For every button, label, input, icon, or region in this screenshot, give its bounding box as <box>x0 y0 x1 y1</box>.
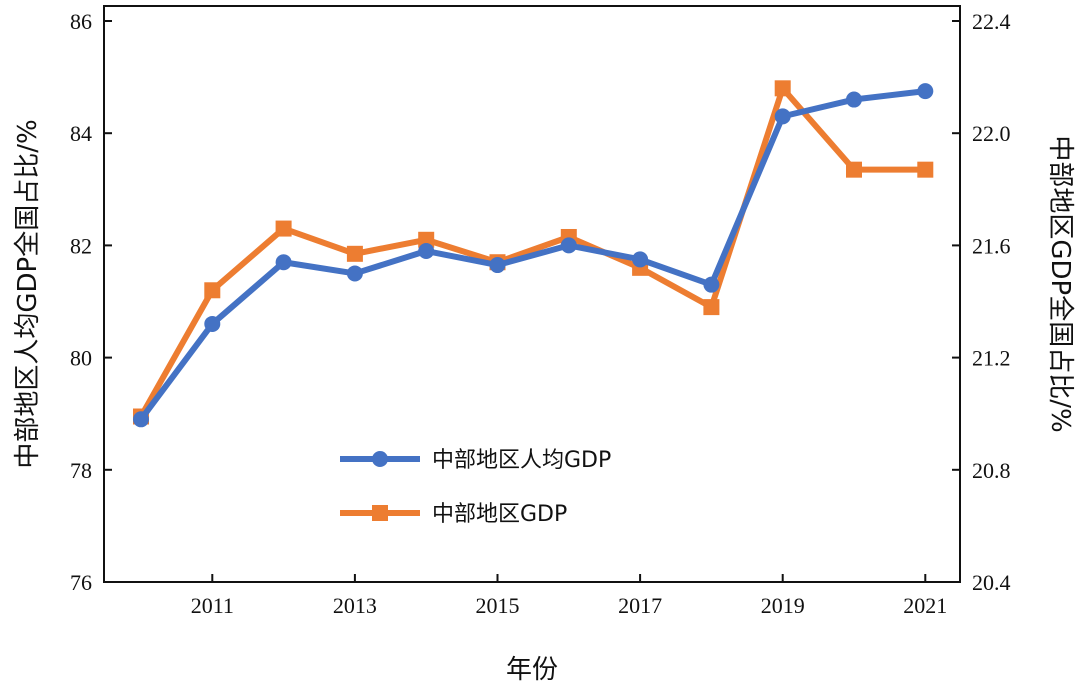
data-point-per-capita <box>133 411 149 428</box>
data-point-gdp <box>774 80 791 97</box>
legend-marker-square <box>372 505 388 521</box>
data-point-gdp <box>917 161 934 178</box>
y-tick-label-left: 78 <box>70 458 92 483</box>
data-point-gdp <box>204 282 221 299</box>
data-point-per-capita <box>204 315 221 332</box>
data-point-gdp <box>418 231 435 248</box>
data-point-per-capita <box>418 243 435 260</box>
plot-frame <box>103 5 961 583</box>
data-point-gdp <box>275 220 292 237</box>
legend-marker-circle <box>372 451 388 467</box>
x-tick-label: 2011 <box>191 593 234 618</box>
ticks-layer: 2011 2013 2015 2017 2019 2021 76 78 80 82 84 86 20.4… <box>70 9 1011 618</box>
data-point-gdp <box>846 161 862 178</box>
y-axis-title-right: 中部地区GDP全国占比/% <box>1045 135 1075 432</box>
legend: 中部地区人均GDP 中部地区GDP <box>340 448 611 527</box>
x-tick-label: 2017 <box>618 593 662 618</box>
data-point-per-capita <box>275 254 292 271</box>
y-tick-label-right: 20.8 <box>972 458 1011 483</box>
series-line-per-capita <box>138 88 926 422</box>
data-point-per-capita <box>489 257 506 274</box>
data-point-per-capita <box>632 251 649 268</box>
y-tick-label-right: 21.6 <box>972 233 1011 258</box>
series-line-gdp <box>138 85 926 418</box>
data-point-per-capita <box>917 83 934 100</box>
y-tick-label-right: 22.4 <box>972 9 1011 34</box>
x-tick-label: 2013 <box>333 593 377 618</box>
legend-label-per-capita: 中部地区人均GDP <box>432 448 611 473</box>
data-point-per-capita <box>703 276 720 293</box>
y-tick-label-left: 86 <box>70 9 92 34</box>
data-point-gdp <box>346 245 363 262</box>
y-tick-label-right: 20.4 <box>972 570 1011 595</box>
y-tick-label-left: 84 <box>70 121 92 146</box>
data-point-per-capita <box>560 237 577 254</box>
y-tick-label-left: 82 <box>70 233 92 258</box>
data-point-gdp <box>703 299 720 316</box>
y-axis-title-left: 中部地区人均GDP全国占比/% <box>13 119 43 468</box>
y-tick-label-right: 22.0 <box>972 121 1011 146</box>
y-tick-label-left: 80 <box>70 346 92 371</box>
legend-item-per-capita: 中部地区人均GDP <box>340 448 611 473</box>
legend-item-gdp: 中部地区GDP <box>340 502 567 527</box>
x-tick-label: 2015 <box>476 593 520 618</box>
data-point-per-capita <box>346 265 363 282</box>
data-point-per-capita <box>774 108 791 125</box>
series-layer <box>133 80 934 428</box>
x-axis-title: 年份 <box>506 655 558 685</box>
y-tick-label-right: 21.2 <box>972 346 1011 371</box>
x-tick-label: 2021 <box>903 593 947 618</box>
x-tick-label: 2019 <box>761 593 805 618</box>
legend-label-gdp: 中部地区GDP <box>432 502 567 527</box>
data-point-per-capita <box>846 91 862 108</box>
y-tick-label-left: 76 <box>70 570 92 595</box>
